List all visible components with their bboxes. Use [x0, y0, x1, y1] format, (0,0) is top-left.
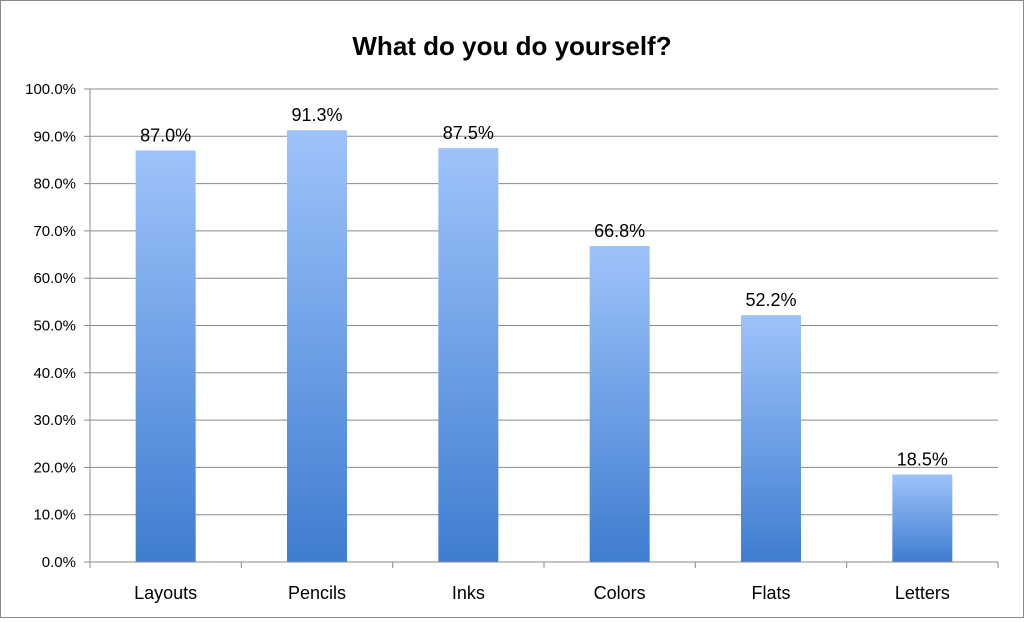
- x-tick-label: Colors: [594, 583, 646, 603]
- data-label: 66.8%: [594, 221, 645, 241]
- bars: [135, 130, 953, 563]
- data-label: 18.5%: [897, 449, 948, 469]
- bar-flats: [741, 315, 801, 562]
- data-label: 91.3%: [291, 105, 342, 125]
- x-tick-label: Layouts: [134, 583, 197, 603]
- y-tick-label: 40.0%: [33, 365, 76, 382]
- x-tick-label: Pencils: [288, 583, 346, 603]
- y-tick-label: 100.0%: [25, 81, 76, 98]
- y-tick-label: 30.0%: [33, 412, 76, 429]
- y-tick-label: 20.0%: [33, 459, 76, 476]
- gridlines: [90, 88, 998, 516]
- bar-layouts: [135, 150, 196, 563]
- axes: [84, 88, 999, 568]
- x-tick-label: Letters: [895, 583, 950, 603]
- y-tick-label: 70.0%: [33, 223, 76, 240]
- data-label: 52.2%: [745, 290, 796, 310]
- x-tick-label: Flats: [751, 583, 790, 603]
- bar-colors: [589, 246, 650, 562]
- y-tick-label: 10.0%: [33, 507, 76, 524]
- labels: 0.0% 10.0% 20.0% 30.0% 40.0% 50.0% 60.0% 70.0% 8…: [25, 81, 950, 603]
- data-label: 87.5%: [443, 123, 494, 143]
- chart-title: What do you do yourself?: [352, 31, 671, 61]
- y-tick-label: 60.0%: [33, 270, 76, 287]
- y-tick-label: 0.0%: [42, 554, 76, 571]
- x-tick-label: Inks: [452, 583, 485, 603]
- y-tick-label: 80.0%: [33, 176, 76, 193]
- bar-inks: [438, 148, 499, 562]
- data-label: 87.0%: [140, 125, 191, 145]
- y-tick-label: 90.0%: [33, 128, 76, 145]
- y-tick-label: 50.0%: [33, 318, 76, 335]
- bar-pencils: [287, 130, 347, 562]
- bar-letters: [892, 474, 953, 562]
